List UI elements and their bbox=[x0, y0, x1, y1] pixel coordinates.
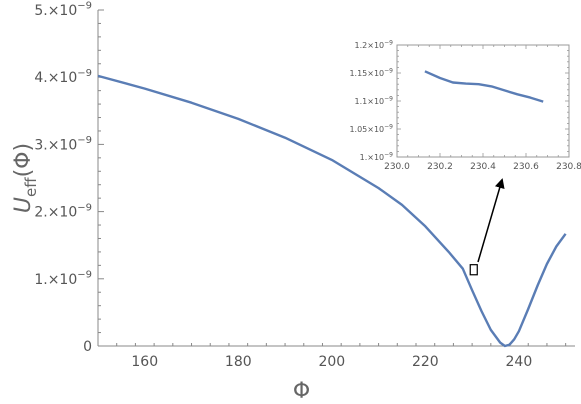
inset-y-tick-label: 1.1×10−9 bbox=[355, 95, 394, 106]
zoom-arrow bbox=[477, 178, 505, 263]
y-tick-label: 1.×10−9 bbox=[34, 270, 92, 288]
x-tick-label: 180 bbox=[225, 354, 252, 370]
x-tick-label: 220 bbox=[412, 354, 439, 370]
inset-plot: 230.0 230.2 230.4 230.6 230.8 1.×10−9 1.05×10−… bbox=[349, 39, 581, 172]
inset-y-tick-label: 1.05×10−9 bbox=[349, 123, 393, 134]
annotations bbox=[477, 178, 505, 263]
x-tick-label: 160 bbox=[131, 354, 158, 370]
main-curve bbox=[97, 74, 567, 348]
x-tick-label: 240 bbox=[506, 354, 533, 370]
inset-curve bbox=[424, 70, 544, 103]
inset-y-tick-label: 1.2×10−9 bbox=[355, 39, 394, 50]
inset-y-tick-label: 1.×10−9 bbox=[360, 151, 394, 162]
main-plot: 160 180 200 220 240 0 1.×10−9 2.×10−9 3.×10−9 4.×… bbox=[11, 1, 575, 404]
zoom-highlight-box bbox=[469, 264, 478, 276]
inset-x-tick-label: 230.8 bbox=[556, 162, 581, 172]
x-axis-title: Φ bbox=[293, 379, 310, 404]
y-axis-title: Ueff(Φ) bbox=[11, 143, 40, 213]
inset-x-tick-label: 230.0 bbox=[384, 162, 410, 172]
inset-x-tick-label: 230.4 bbox=[470, 162, 496, 172]
y-tick-label: 2.×10−9 bbox=[34, 202, 92, 220]
inset-y-tick-label: 1.15×10−9 bbox=[349, 67, 393, 78]
y-tick-label: 0 bbox=[83, 339, 92, 355]
y-tick-label: 4.×10−9 bbox=[34, 68, 92, 86]
y-tick-label: 5.×10−9 bbox=[34, 1, 92, 19]
inset-x-tick-label: 230.2 bbox=[427, 162, 453, 172]
y-tick-label: 3.×10−9 bbox=[34, 135, 92, 153]
inset-x-tick-label: 230.6 bbox=[513, 162, 539, 172]
x-tick-label: 200 bbox=[318, 354, 345, 370]
